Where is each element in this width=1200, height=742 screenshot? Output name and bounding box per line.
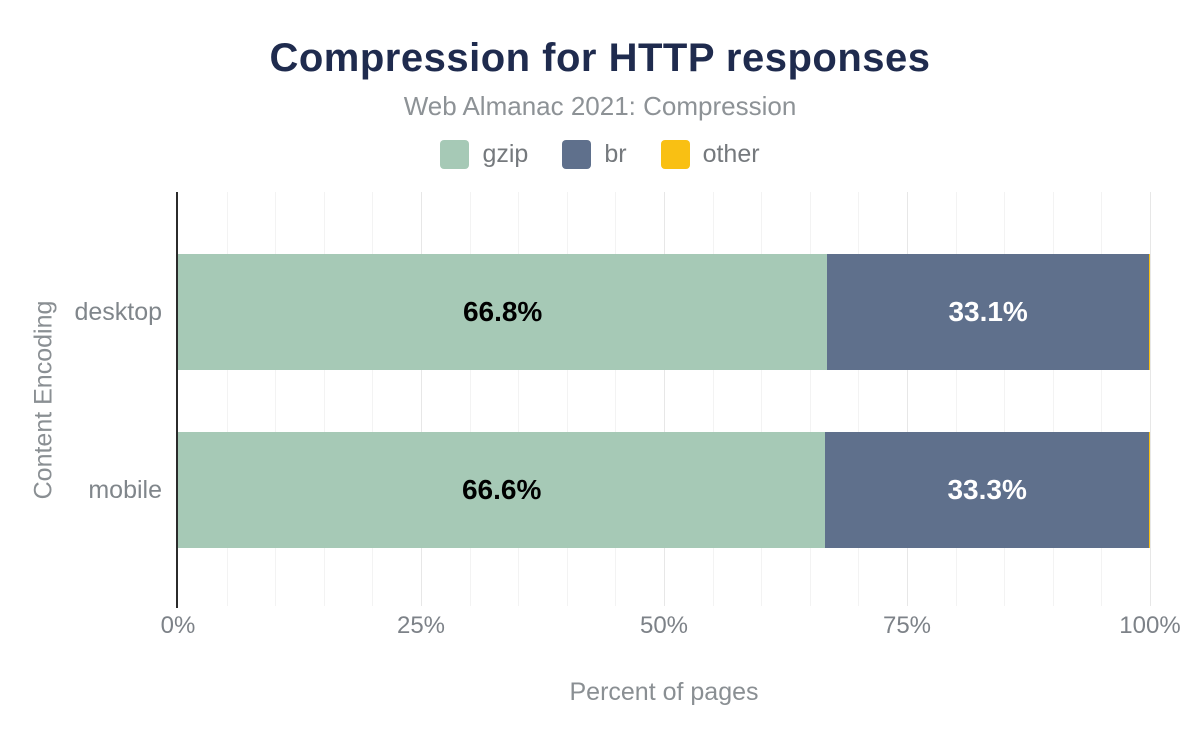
minor-gridline <box>1053 192 1054 606</box>
legend-label: other <box>702 140 760 168</box>
bar-value-label: 66.6% <box>461 474 542 505</box>
bar-segment-mobile-gzip[interactable]: 66.6% <box>178 432 826 548</box>
bar-segment-desktop-gzip[interactable]: 66.8% <box>178 254 828 370</box>
category-label-mobile: mobile <box>88 475 162 504</box>
minor-gridline <box>956 192 957 606</box>
legend-label: gzip <box>482 140 529 168</box>
bar-segment-desktop-other[interactable] <box>1149 254 1150 370</box>
major-gridline <box>664 192 665 606</box>
bar-row-mobile: 66.6% 33.3% <box>178 432 1150 548</box>
minor-gridline <box>615 192 616 606</box>
y-axis-line <box>176 192 178 608</box>
bar-row-desktop: 66.8% 33.1% <box>178 254 1150 370</box>
minor-gridline <box>810 192 811 606</box>
minor-gridline <box>858 192 859 606</box>
minor-gridline <box>761 192 762 606</box>
minor-gridline <box>518 192 519 606</box>
minor-gridline <box>567 192 568 606</box>
x-tick-100%: 100% <box>1119 612 1181 639</box>
legend-label: br <box>604 140 627 168</box>
x-tick-50%: 50% <box>639 612 689 639</box>
legend-swatch-other <box>660 140 690 169</box>
minor-gridline <box>324 192 325 606</box>
legend-item-other[interactable]: other <box>660 140 760 169</box>
major-gridline <box>1150 192 1151 606</box>
minor-gridline <box>1101 192 1102 606</box>
bar-segment-desktop-br[interactable]: 33.1% <box>827 254 1149 370</box>
minor-gridline <box>227 192 228 606</box>
minor-gridline <box>470 192 471 606</box>
legend-swatch-br <box>562 140 592 169</box>
x-tick-25%: 25% <box>396 612 446 639</box>
bar-segment-mobile-br[interactable]: 33.3% <box>825 432 1150 548</box>
legend-item-br[interactable]: br <box>562 140 627 169</box>
x-axis-title: Percent of pages <box>569 678 759 706</box>
category-label-desktop: desktop <box>74 297 162 326</box>
major-gridline <box>421 192 422 606</box>
chart-legend: gzip br other <box>0 140 1200 169</box>
legend-swatch-gzip <box>440 140 470 169</box>
chart-subtitle: Web Almanac 2021: Compression <box>403 91 797 121</box>
bar-segment-mobile-other[interactable] <box>1149 432 1150 548</box>
legend-item-gzip[interactable]: gzip <box>440 140 528 169</box>
x-tick-0%: 0% <box>160 612 196 639</box>
minor-gridline <box>372 192 373 606</box>
bar-value-label: 33.1% <box>948 296 1028 327</box>
bar-value-label: 66.8% <box>462 296 543 327</box>
x-tick-75%: 75% <box>882 612 932 639</box>
plot-area: 66.8% 33.1% 66.6% 33.3% 0% 25% 50% 75% 100% <box>161 192 1181 639</box>
minor-gridline <box>1004 192 1005 606</box>
bar-value-label: 33.3% <box>947 474 1027 505</box>
major-gridline <box>907 192 908 606</box>
minor-gridline <box>713 192 714 606</box>
chart-title: Compression for HTTP responses <box>269 36 931 80</box>
minor-gridline <box>275 192 276 606</box>
